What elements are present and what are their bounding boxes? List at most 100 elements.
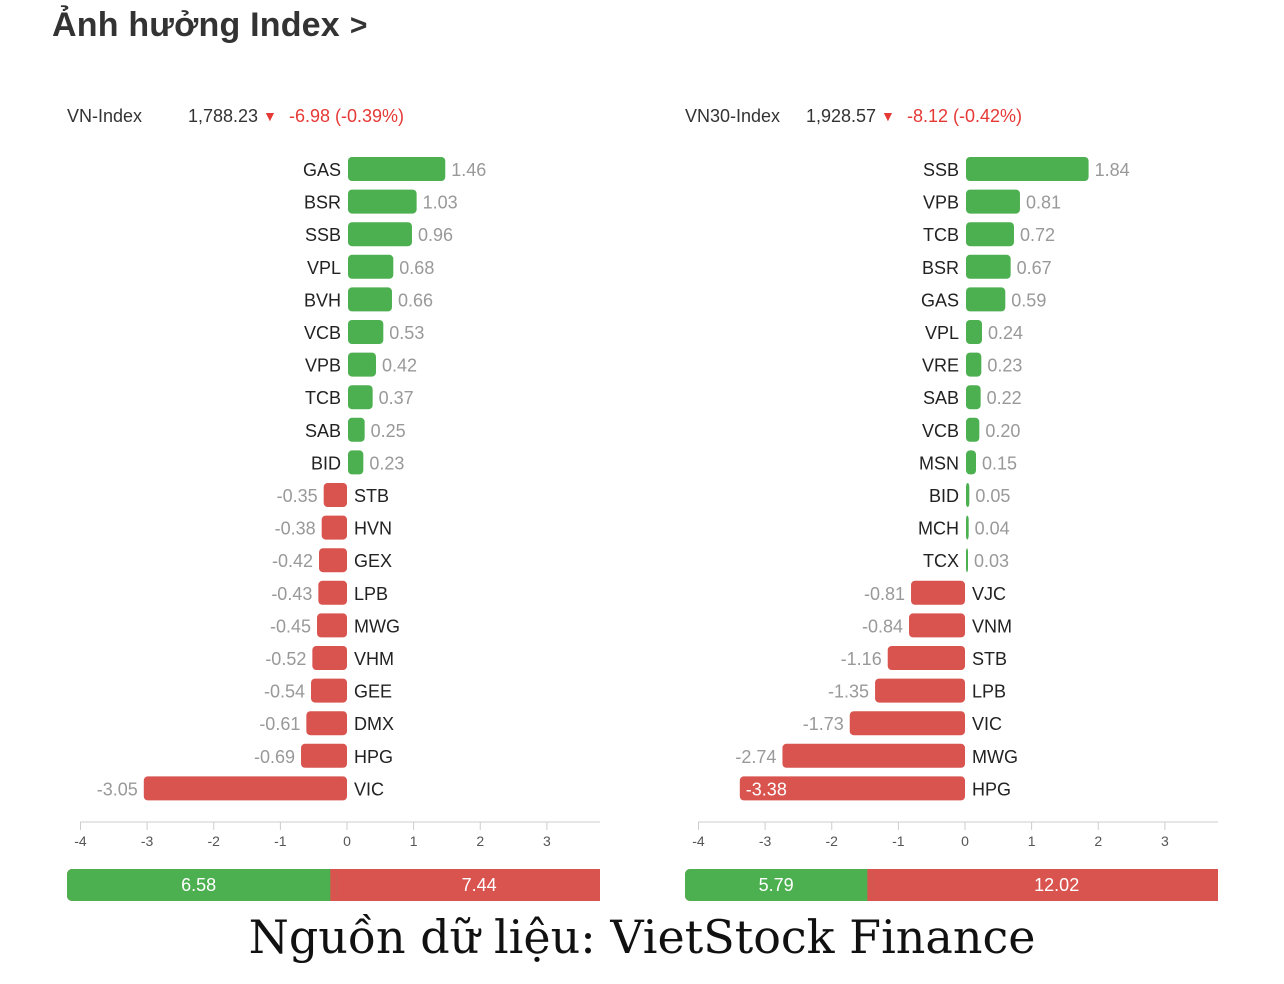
totals-positive-label: 6.58 — [181, 875, 216, 895]
value-label: 0.25 — [371, 421, 406, 441]
value-label: -0.61 — [259, 714, 300, 734]
bar-bsr — [966, 254, 1011, 279]
value-label: 0.24 — [988, 323, 1023, 343]
value-label: 0.03 — [974, 551, 1009, 571]
page-title[interactable]: Ảnh hưởng Index > — [52, 6, 368, 45]
bar-vpl — [966, 320, 982, 344]
bar-vpl — [348, 254, 394, 279]
value-label: 0.22 — [987, 388, 1022, 408]
value-label: 0.20 — [985, 421, 1020, 441]
value-label: -1.35 — [828, 682, 869, 702]
category-label: MCH — [918, 519, 959, 539]
page-title-text: Ảnh hưởng Index — [52, 6, 340, 44]
value-label: 0.66 — [398, 290, 433, 310]
value-label: 1.84 — [1095, 160, 1130, 180]
bar-hpg — [301, 743, 347, 768]
totals-divider — [867, 869, 874, 901]
bar-ssb — [348, 222, 412, 247]
category-label: VPL — [307, 258, 341, 278]
bar-gas — [966, 287, 1006, 312]
bar-sab — [966, 385, 981, 410]
value-label: -0.43 — [271, 584, 312, 604]
index-header: VN30-Index 1,928.57 ▼ -8.12 (-0.42%) — [618, 106, 1218, 130]
value-label: -0.52 — [265, 649, 306, 669]
category-label: SSB — [923, 160, 959, 180]
category-label: GAS — [303, 160, 341, 180]
totals-divider — [330, 869, 337, 901]
bar-vic — [143, 776, 347, 801]
bar-vhm — [312, 646, 347, 670]
value-label: 0.23 — [369, 453, 404, 473]
bar-bid — [966, 483, 970, 507]
x-tick-label: 3 — [1161, 833, 1169, 849]
x-tick-label: 0 — [343, 833, 351, 849]
bar-lpb — [318, 580, 347, 605]
x-tick-label: 2 — [476, 833, 484, 849]
bar-msn — [966, 450, 976, 475]
x-tick-label: 1 — [1028, 833, 1036, 849]
value-label: 0.72 — [1020, 225, 1055, 245]
x-tick-label: -2 — [208, 833, 221, 849]
bar-mwg — [317, 613, 347, 638]
value-label: -0.81 — [864, 584, 905, 604]
bar-vcb — [348, 320, 384, 344]
bar-stb — [323, 483, 347, 507]
value-label: -0.69 — [254, 747, 295, 767]
category-label: VJC — [972, 584, 1006, 604]
bar-vjc — [911, 580, 965, 605]
category-label: LPB — [972, 682, 1006, 702]
totals-negative-label: 12.02 — [1034, 875, 1079, 895]
category-label: GEX — [354, 551, 392, 571]
index-change: -6.98 (-0.39%) — [289, 106, 405, 126]
x-tick-label: -1 — [274, 833, 287, 849]
category-label: SAB — [305, 421, 341, 441]
bar-sab — [348, 417, 365, 442]
category-label: STB — [972, 649, 1007, 669]
category-label: HPG — [354, 747, 393, 767]
category-label: BID — [929, 486, 959, 506]
bar-stb — [887, 646, 965, 670]
category-label: VPB — [923, 193, 959, 213]
chevron-right-icon[interactable]: > — [349, 8, 368, 42]
bar-vic — [849, 711, 965, 736]
category-label: BID — [311, 453, 341, 473]
x-tick-label: -4 — [692, 833, 705, 849]
category-label: DMX — [354, 714, 394, 734]
bar-vnm — [909, 613, 965, 638]
bar-vre — [966, 352, 982, 377]
category-label: MWG — [354, 616, 400, 636]
bar-mch — [966, 515, 969, 540]
category-label: MWG — [972, 747, 1018, 767]
x-tick-label: -3 — [141, 833, 154, 849]
totals-positive-bar — [67, 869, 337, 901]
value-label: 0.05 — [975, 486, 1010, 506]
category-label: VCB — [922, 421, 959, 441]
category-label: MSN — [919, 453, 959, 473]
bar-tcx — [966, 548, 968, 573]
source-note: Nguồn dữ liệu: VietStock Finance — [248, 910, 1036, 964]
category-label: VPB — [305, 356, 341, 376]
totals-positive-label: 5.79 — [759, 875, 794, 895]
category-label: TCB — [923, 225, 959, 245]
category-label: HPG — [972, 779, 1011, 799]
category-label: BSR — [922, 258, 959, 278]
bar-lpb — [875, 678, 965, 703]
index-value: 1,928.57 — [806, 106, 877, 126]
down-triangle-icon: ▼ — [881, 108, 895, 124]
bar-tcb — [966, 222, 1014, 247]
category-label: LPB — [354, 584, 388, 604]
category-label: VNM — [972, 616, 1012, 636]
index-name: VN-Index — [67, 106, 143, 126]
category-label: VPL — [925, 323, 959, 343]
value-label: -0.84 — [862, 616, 903, 636]
value-label: -0.35 — [277, 486, 318, 506]
totals-positive-bar — [685, 869, 874, 901]
value-label: 0.04 — [975, 519, 1010, 539]
category-label: HVN — [354, 519, 392, 539]
category-label: SAB — [923, 388, 959, 408]
value-label: 0.42 — [382, 356, 417, 376]
value-label: 0.59 — [1011, 290, 1046, 310]
x-tick-label: -3 — [759, 833, 772, 849]
bar-gas — [348, 157, 446, 181]
category-label: SSB — [305, 225, 341, 245]
